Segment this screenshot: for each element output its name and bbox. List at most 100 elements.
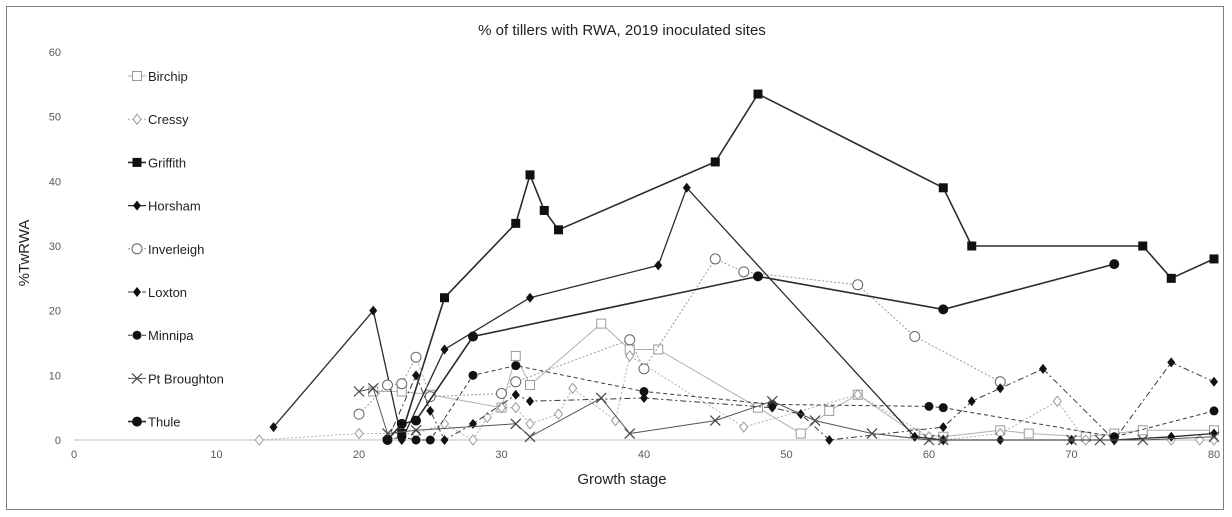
series-birchip	[368, 318, 1219, 442]
series-thule	[382, 259, 1120, 445]
legend-label: Pt Broughton	[148, 371, 224, 386]
point-marker	[496, 387, 507, 399]
series-line	[273, 186, 1215, 442]
point-marker	[1039, 363, 1047, 374]
point-marker	[709, 253, 721, 265]
point-marker	[939, 422, 948, 433]
point-marker	[923, 434, 935, 446]
y-tick-label: 40	[49, 176, 61, 188]
point-marker	[809, 415, 821, 427]
legend-label: Thule	[148, 415, 181, 430]
point-marker	[133, 200, 141, 211]
legend-item: Griffith	[128, 155, 186, 170]
point-marker	[396, 418, 407, 429]
point-marker	[924, 430, 934, 443]
point-marker	[1208, 431, 1220, 443]
point-marker	[1209, 254, 1219, 264]
series-line	[386, 263, 1115, 441]
point-marker	[1137, 434, 1149, 446]
point-marker	[382, 435, 393, 445]
point-marker	[511, 401, 521, 414]
point-marker	[852, 279, 864, 291]
point-marker	[682, 182, 691, 193]
legend-label: Minnipa	[148, 328, 194, 343]
series-line	[401, 92, 1215, 434]
point-marker	[254, 434, 264, 446]
point-marker	[739, 421, 749, 433]
point-marker	[132, 330, 142, 340]
point-marker	[511, 218, 521, 228]
point-marker	[133, 287, 141, 297]
point-marker	[795, 428, 806, 439]
point-marker	[996, 383, 1005, 394]
point-marker	[766, 395, 778, 407]
point-marker	[440, 293, 449, 303]
y-tick-label: 10	[49, 370, 61, 382]
x-tick-label: 70	[1065, 449, 1077, 461]
point-marker	[369, 305, 378, 316]
x-tick-label: 30	[495, 449, 507, 461]
series-line	[387, 361, 1215, 441]
point-marker	[909, 331, 921, 343]
point-marker	[269, 422, 278, 433]
point-marker	[1066, 434, 1077, 446]
legend-item: Minnipa	[128, 328, 194, 343]
point-marker	[1209, 406, 1219, 416]
point-marker	[1210, 376, 1218, 387]
legend-label: Birchip	[148, 69, 188, 84]
point-marker	[853, 388, 863, 401]
point-marker	[738, 266, 750, 278]
point-marker	[353, 408, 365, 420]
y-tick-label: 0	[55, 435, 61, 447]
point-marker	[1138, 241, 1148, 251]
point-marker	[639, 387, 649, 396]
series-horsham	[269, 182, 1218, 445]
point-marker	[1195, 434, 1205, 446]
point-marker	[482, 411, 492, 424]
point-marker	[654, 260, 663, 271]
point-marker	[411, 435, 421, 445]
point-marker	[610, 414, 621, 427]
point-marker	[525, 380, 535, 391]
point-marker	[131, 243, 143, 255]
point-marker	[132, 416, 142, 427]
point-marker	[424, 391, 436, 403]
legend-item: Birchip	[128, 69, 188, 84]
point-marker	[924, 401, 934, 411]
chart-frame: % of tillers with RWA, 2019 inoculated s…	[6, 6, 1224, 510]
point-marker	[824, 405, 835, 416]
point-marker	[526, 396, 534, 407]
point-marker	[396, 378, 408, 390]
x-tick-label: 50	[780, 449, 792, 461]
point-marker	[938, 403, 948, 413]
x-tick-label: 60	[923, 449, 935, 461]
point-marker	[638, 363, 650, 375]
point-marker	[554, 225, 563, 235]
point-marker	[524, 431, 536, 443]
y-tick-label: 30	[49, 241, 61, 253]
point-marker	[353, 386, 365, 397]
point-marker	[1094, 434, 1106, 446]
point-marker	[468, 331, 478, 342]
point-marker	[526, 292, 534, 303]
point-marker	[866, 428, 878, 439]
series-line	[387, 365, 1215, 441]
legend-label: Cressy	[148, 112, 189, 127]
point-marker	[967, 396, 976, 407]
point-marker	[1052, 395, 1062, 408]
point-marker	[553, 408, 564, 420]
point-marker	[624, 428, 636, 439]
x-tick-label: 40	[638, 449, 650, 461]
point-marker	[710, 157, 720, 167]
point-marker	[525, 170, 535, 180]
point-marker	[468, 370, 478, 380]
point-marker	[510, 350, 521, 361]
y-tick-label: 60	[49, 47, 61, 59]
point-marker	[568, 382, 578, 395]
point-marker	[938, 304, 949, 315]
point-marker	[624, 334, 636, 346]
point-marker	[1209, 434, 1219, 446]
point-marker	[825, 435, 834, 445]
point-marker	[132, 157, 142, 167]
chart-title: % of tillers with RWA, 2019 inoculated s…	[478, 22, 766, 39]
